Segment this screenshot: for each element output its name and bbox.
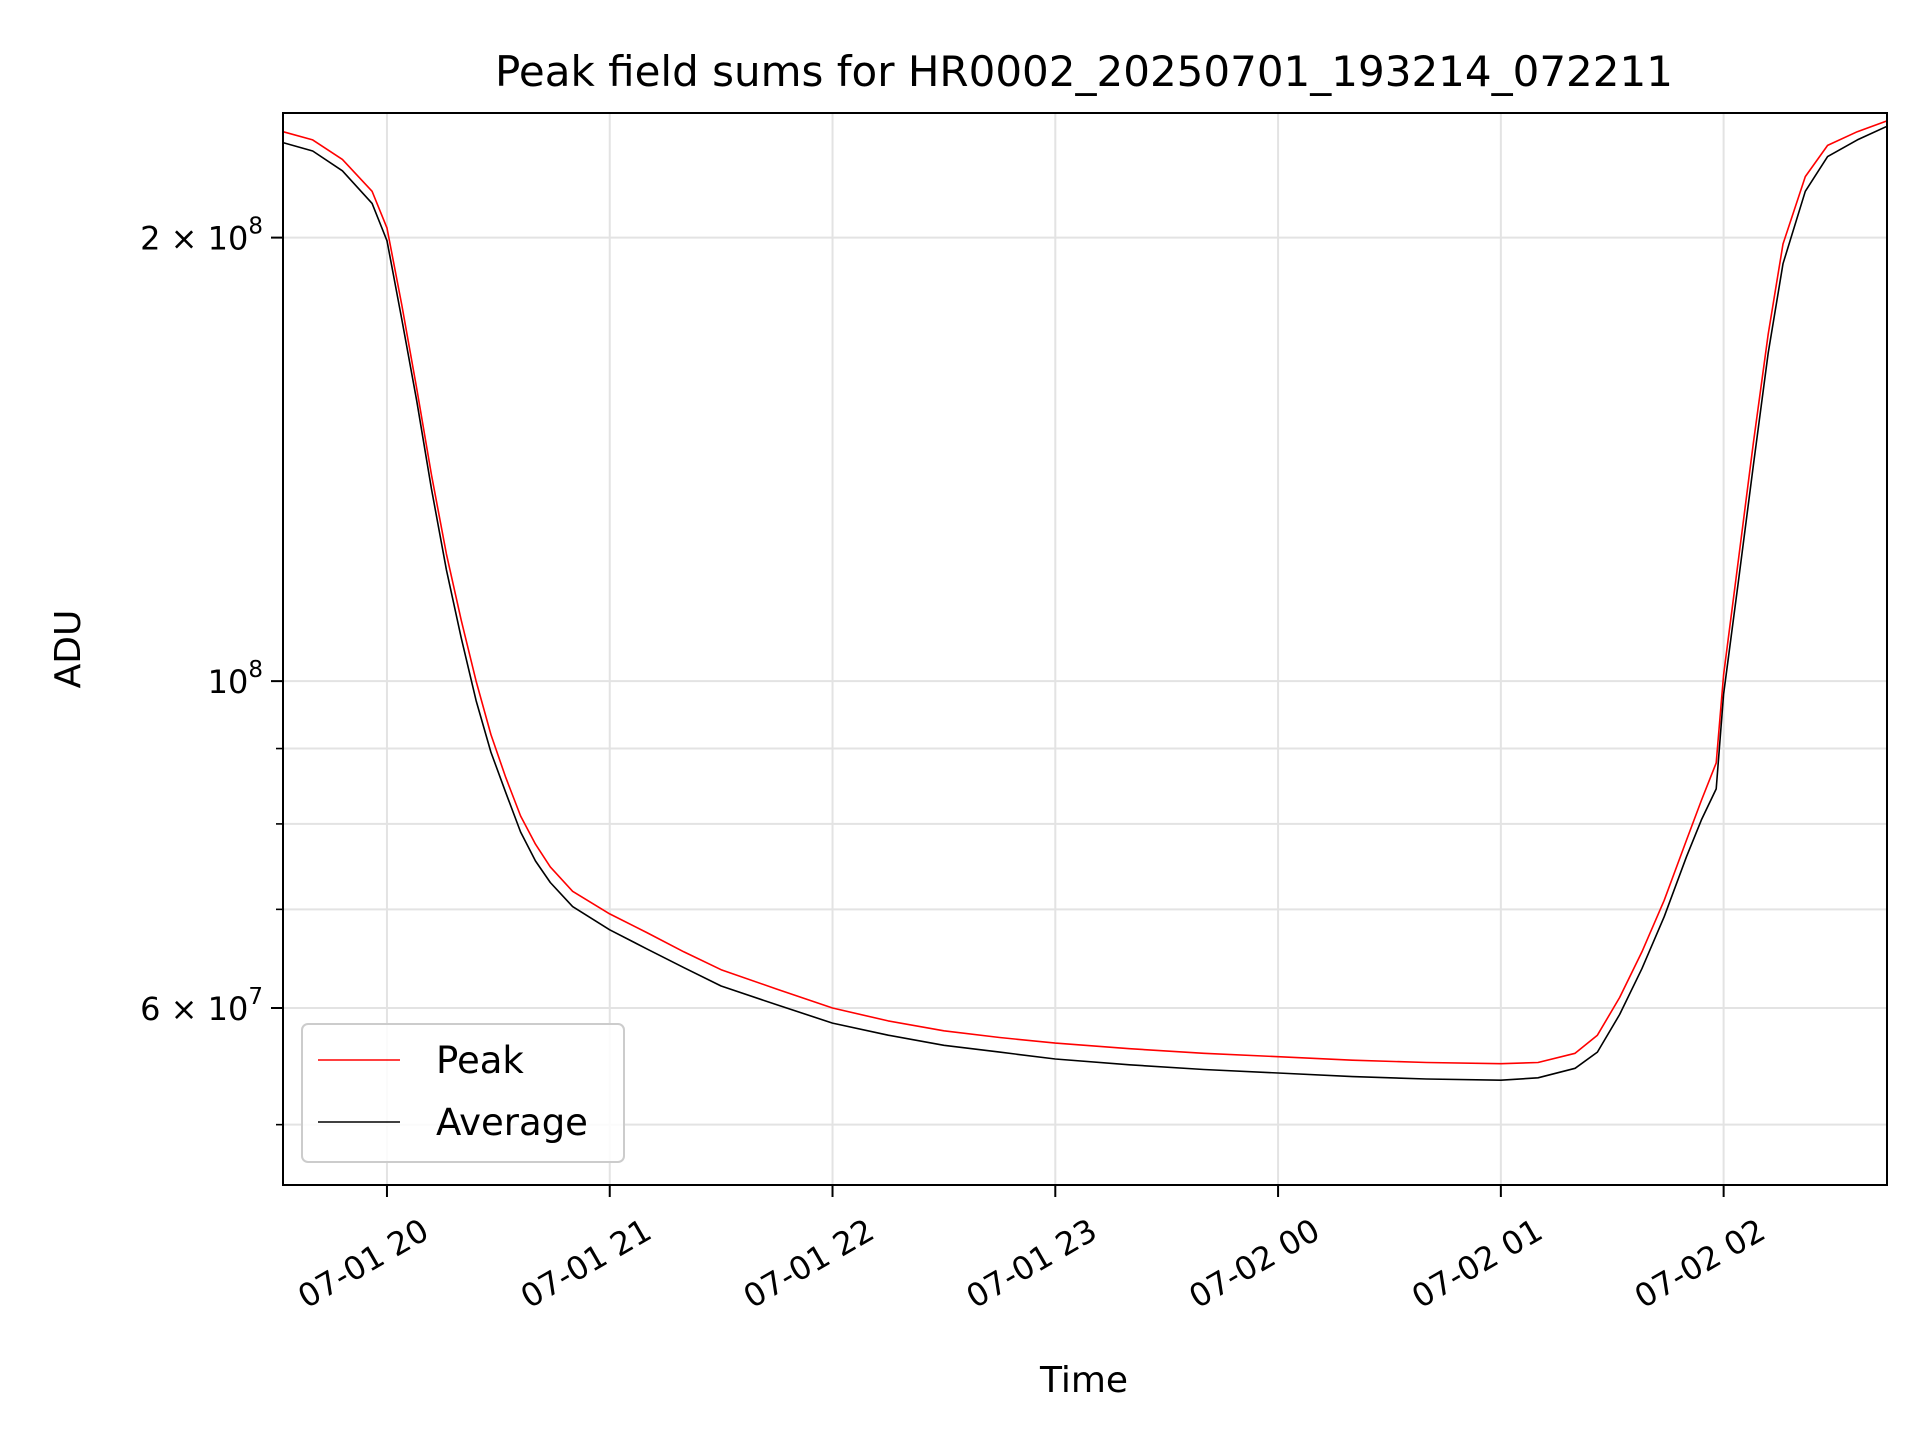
legend-label-average: Average	[436, 1101, 588, 1144]
y-tick-label-exponent: 8	[248, 214, 263, 240]
series-layer	[282, 120, 1888, 1081]
y-tick-label-base: 2 × 10	[140, 220, 248, 258]
series-line-peak	[282, 120, 1888, 1065]
x-axis-label: Time	[1039, 1360, 1128, 1401]
y-tick-label-exponent: 7	[248, 984, 263, 1010]
legend-label-peak: Peak	[436, 1039, 524, 1082]
y-tick-label-exponent: 8	[248, 657, 263, 683]
legend-box	[301, 1023, 625, 1163]
chart-title: Peak field sums for HR0002_20250701_1932…	[495, 47, 1673, 96]
y-tick-label: 2 × 108	[140, 214, 263, 258]
grid	[283, 113, 1887, 1185]
y-tick-label: 108	[208, 657, 263, 701]
plot-frame	[282, 112, 1888, 1186]
y-tick-label-base: 6 × 10	[140, 990, 248, 1028]
series-line-average	[282, 125, 1888, 1081]
y-axis-label: ADU	[48, 610, 89, 689]
legend: Peak Average	[301, 1023, 625, 1163]
y-tick-label-base: 10	[208, 663, 249, 701]
y-tick-label: 6 × 107	[140, 984, 263, 1028]
